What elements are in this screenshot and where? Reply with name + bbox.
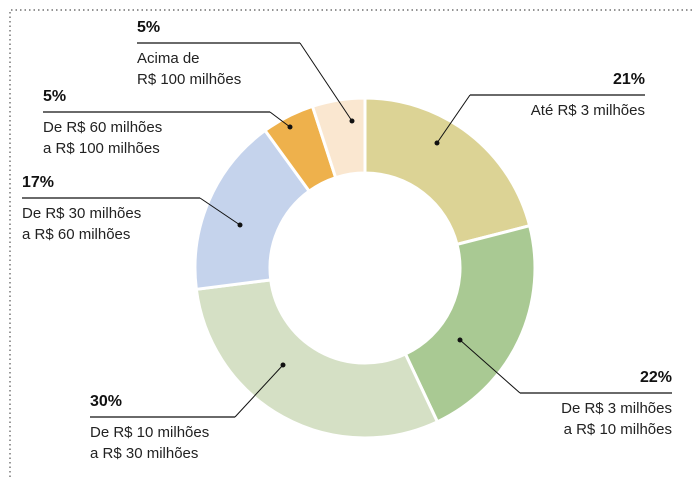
leader-dot <box>237 222 243 228</box>
donut-slice <box>194 278 440 440</box>
leader-line <box>459 339 521 394</box>
value-label: 30% <box>90 393 123 410</box>
category-label: De R$ 10 milhões a R$ 30 milhões <box>90 424 210 462</box>
leader-line <box>299 42 353 122</box>
leader-line <box>269 111 291 128</box>
leader-dot <box>280 362 286 368</box>
frame <box>9 9 695 477</box>
value-label: 21% <box>612 71 645 88</box>
value-label: 5% <box>43 88 67 105</box>
donut-slice <box>403 223 537 424</box>
category-label: De R$ 30 milhões a R$ 60 milhões <box>22 205 142 243</box>
donut-slice <box>363 96 532 247</box>
leader-dot <box>434 140 440 146</box>
category-label: Até R$ 3 milhões <box>530 102 645 119</box>
value-label: 5% <box>137 19 161 36</box>
leader-line <box>436 94 471 144</box>
value-label: 22% <box>639 369 672 386</box>
category-label: De R$ 3 milhões a R$ 10 milhões <box>561 400 672 438</box>
leader-dot <box>457 337 463 343</box>
leader-dot <box>287 124 293 130</box>
value-label: 17% <box>22 174 55 191</box>
leader-dot <box>349 118 355 124</box>
leader-line <box>234 364 284 418</box>
donut-slice <box>310 96 367 180</box>
category-label: Acima de R$ 100 milhões <box>137 50 242 88</box>
leader-line <box>199 197 241 226</box>
category-label: De R$ 60 milhões a R$ 100 milhões <box>43 119 163 157</box>
